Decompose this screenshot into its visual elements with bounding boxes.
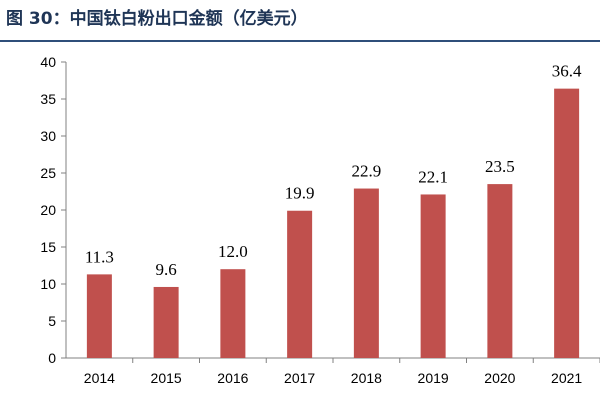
bar-2018 — [353, 188, 379, 358]
x-tick-label-2018: 2018 — [351, 370, 382, 386]
y-tick-label: 35 — [40, 91, 56, 107]
x-tick-label-2016: 2016 — [217, 370, 248, 386]
x-tick-label-2019: 2019 — [418, 370, 449, 386]
y-tick-label: 25 — [40, 165, 56, 181]
data-label-2016: 12.0 — [218, 242, 248, 261]
data-label-2015: 9.6 — [156, 260, 177, 279]
bar-2014 — [86, 274, 112, 358]
y-tick-label: 20 — [40, 202, 56, 218]
y-tick-label: 0 — [48, 350, 56, 366]
title-underline — [0, 40, 600, 42]
data-labels: 11.3 9.6 12.0 19.9 22.9 22.1 23.5 36.4 — [85, 62, 582, 279]
y-tick-label: 40 — [40, 54, 56, 70]
bars — [86, 88, 580, 358]
chart-title: 图 30：中国钛白粉出口金额（亿美元） — [6, 9, 308, 29]
bar-2015 — [153, 286, 179, 358]
data-label-2021: 36.4 — [552, 62, 582, 81]
bar-2020 — [487, 184, 513, 358]
bar-2021 — [554, 88, 580, 358]
y-tick-label: 15 — [40, 239, 56, 255]
x-tick-label-2020: 2020 — [484, 370, 515, 386]
bar-2019 — [420, 194, 446, 358]
data-label-2014: 11.3 — [85, 247, 114, 266]
data-label-2018: 22.9 — [352, 162, 382, 181]
x-tick-label-2014: 2014 — [84, 370, 115, 386]
bar-2017 — [287, 210, 313, 358]
y-tick-label: 5 — [48, 313, 56, 329]
data-label-2019: 22.1 — [418, 167, 448, 186]
data-label-2020: 23.5 — [485, 157, 515, 176]
x-tick-label-2017: 2017 — [284, 370, 315, 386]
x-tick-label-2015: 2015 — [151, 370, 182, 386]
x-tick-label-2021: 2021 — [551, 370, 582, 386]
axes: 0 5 10 15 20 25 30 35 40 2014 2015 2016 2017 2018 2019… — [40, 54, 600, 386]
bar-2016 — [220, 269, 246, 358]
y-tick-label: 10 — [40, 276, 56, 292]
data-label-2017: 19.9 — [285, 184, 315, 203]
y-tick-label: 30 — [40, 128, 56, 144]
